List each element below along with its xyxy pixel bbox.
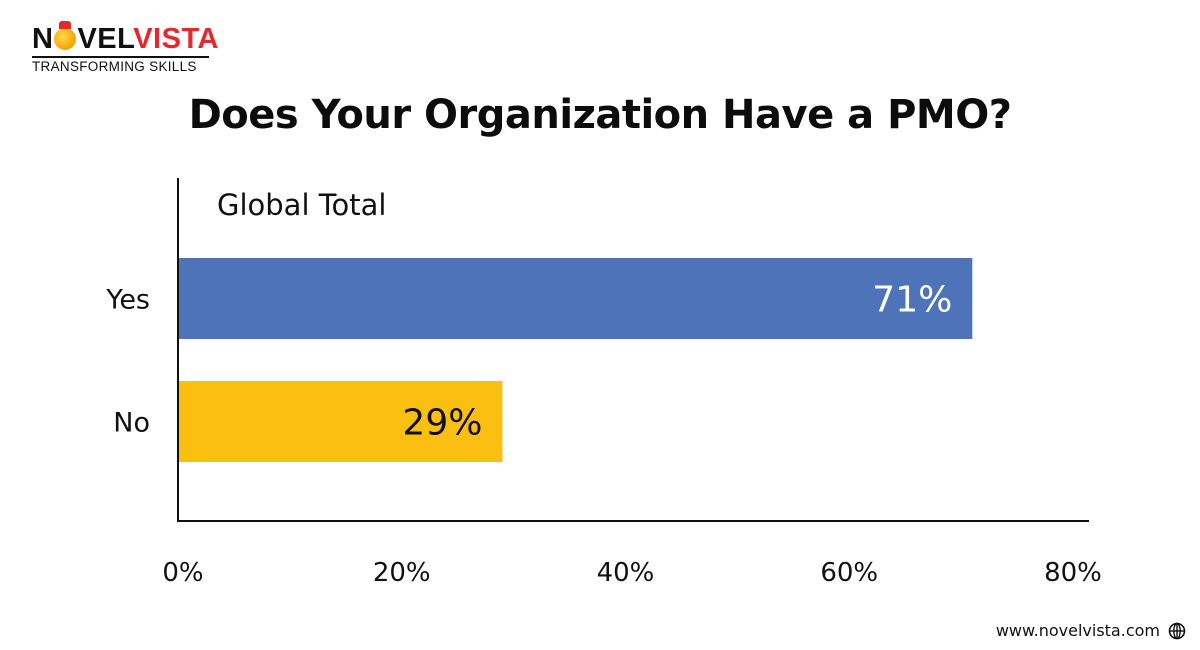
chart-subtitle: Global Total: [217, 188, 386, 222]
x-tick-label: 40%: [597, 558, 655, 588]
brand-tagline: TRANSFORMING SKILLS: [32, 59, 197, 74]
footer: www.novelvista.com: [996, 621, 1186, 640]
brand-medal-icon: [54, 21, 77, 50]
brand-name-part2: VEL: [77, 23, 134, 55]
chart-title: Does Your Organization Have a PMO?: [188, 92, 1012, 138]
x-tick-label: 20%: [373, 558, 431, 588]
bar-value-label-no: 29%: [402, 403, 482, 444]
x-tick-label: 60%: [820, 558, 878, 588]
globe-icon: [1168, 622, 1186, 640]
brand-name-part1: N: [32, 23, 54, 55]
brand-divider: [32, 56, 209, 58]
website-link[interactable]: www.novelvista.com: [995, 621, 1160, 640]
x-tick-label: 80%: [1044, 558, 1102, 588]
bar-no: [179, 381, 503, 462]
category-label-yes: Yes: [105, 285, 150, 316]
brand-logo: N VELVISTA TRANSFORMING SKILLS: [32, 21, 219, 74]
bar-yes: [179, 258, 973, 339]
brand-name-part3: VISTA: [133, 23, 219, 55]
x-tick-label: 0%: [162, 558, 203, 588]
brand-wordmark: N VELVISTA: [32, 21, 219, 55]
category-label-no: No: [113, 408, 150, 439]
bar-value-label-yes: 71%: [872, 280, 952, 321]
